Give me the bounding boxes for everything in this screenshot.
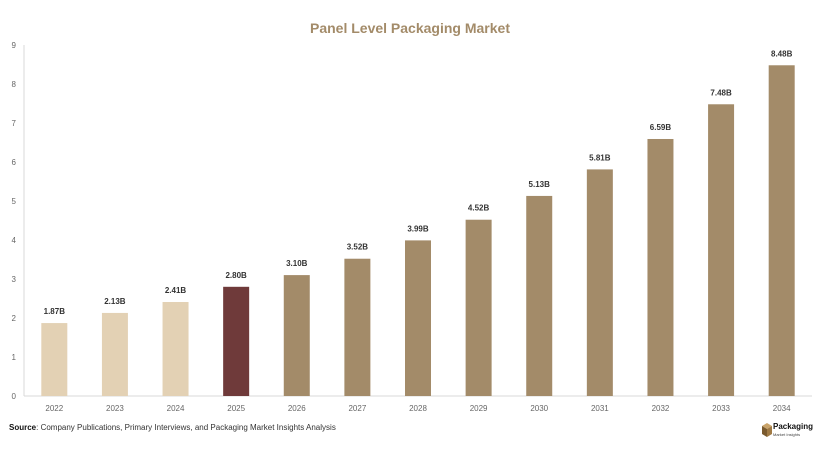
x-tick-label: 2023 xyxy=(106,404,124,413)
bar xyxy=(41,323,68,396)
bar xyxy=(101,312,128,396)
x-tick-label: 2034 xyxy=(773,404,791,413)
x-tick-label: 2022 xyxy=(45,404,63,413)
bar xyxy=(708,104,735,396)
x-tick-label: 2032 xyxy=(652,404,670,413)
y-tick-label: 9 xyxy=(12,41,17,50)
bar xyxy=(647,138,674,397)
data-label: 2.13B xyxy=(104,297,126,306)
y-tick-label: 0 xyxy=(12,392,17,401)
y-tick-label: 8 xyxy=(12,80,17,89)
data-label: 2.41B xyxy=(165,286,187,295)
y-tick-label: 5 xyxy=(12,197,17,206)
x-tick-label: 2027 xyxy=(348,404,366,413)
data-label: 3.99B xyxy=(407,224,429,233)
x-tick-label: 2025 xyxy=(227,404,245,413)
source-note: Source: Company Publications, Primary In… xyxy=(9,423,336,432)
data-label: 5.13B xyxy=(529,180,551,189)
bar xyxy=(344,258,371,396)
bar xyxy=(283,275,310,396)
source-text: : Company Publications, Primary Intervie… xyxy=(36,423,336,432)
y-tick-label: 1 xyxy=(12,353,17,362)
bar xyxy=(405,240,431,396)
y-tick-label: 4 xyxy=(12,236,17,245)
box-logo-icon xyxy=(762,423,772,437)
bar xyxy=(768,65,795,396)
data-label: 4.52B xyxy=(468,204,490,213)
bar xyxy=(223,286,250,396)
bar xyxy=(162,302,189,396)
bar xyxy=(586,169,613,396)
x-tick-label: 2028 xyxy=(409,404,427,413)
data-label: 8.48B xyxy=(771,49,793,58)
data-label: 6.59B xyxy=(650,123,672,132)
x-tick-label: 2033 xyxy=(712,404,730,413)
x-tick-label: 2024 xyxy=(167,404,185,413)
brand-logo: Packaging Market Insights xyxy=(762,421,818,441)
data-label: 2.80B xyxy=(225,271,247,280)
y-tick-label: 6 xyxy=(12,158,17,167)
bar xyxy=(526,195,553,396)
logo-tagline: Market Insights xyxy=(773,432,801,437)
y-tick-label: 2 xyxy=(12,314,17,323)
bar xyxy=(465,219,492,396)
chart-title: Panel Level Packaging Market xyxy=(310,20,510,36)
data-label: 1.87B xyxy=(44,307,66,316)
data-label: 7.48B xyxy=(710,88,732,97)
y-tick-label: 7 xyxy=(12,119,17,128)
data-label: 5.81B xyxy=(589,153,611,162)
data-label: 3.10B xyxy=(286,259,308,268)
source-label: Source xyxy=(9,423,37,432)
x-tick-label: 2026 xyxy=(288,404,306,413)
x-tick-label: 2030 xyxy=(530,404,548,413)
data-label: 3.52B xyxy=(347,243,369,252)
x-tick-label: 2029 xyxy=(470,404,488,413)
y-tick-label: 3 xyxy=(12,275,17,284)
x-tick-label: 2031 xyxy=(591,404,609,413)
logo-name: Packaging xyxy=(773,422,814,431)
